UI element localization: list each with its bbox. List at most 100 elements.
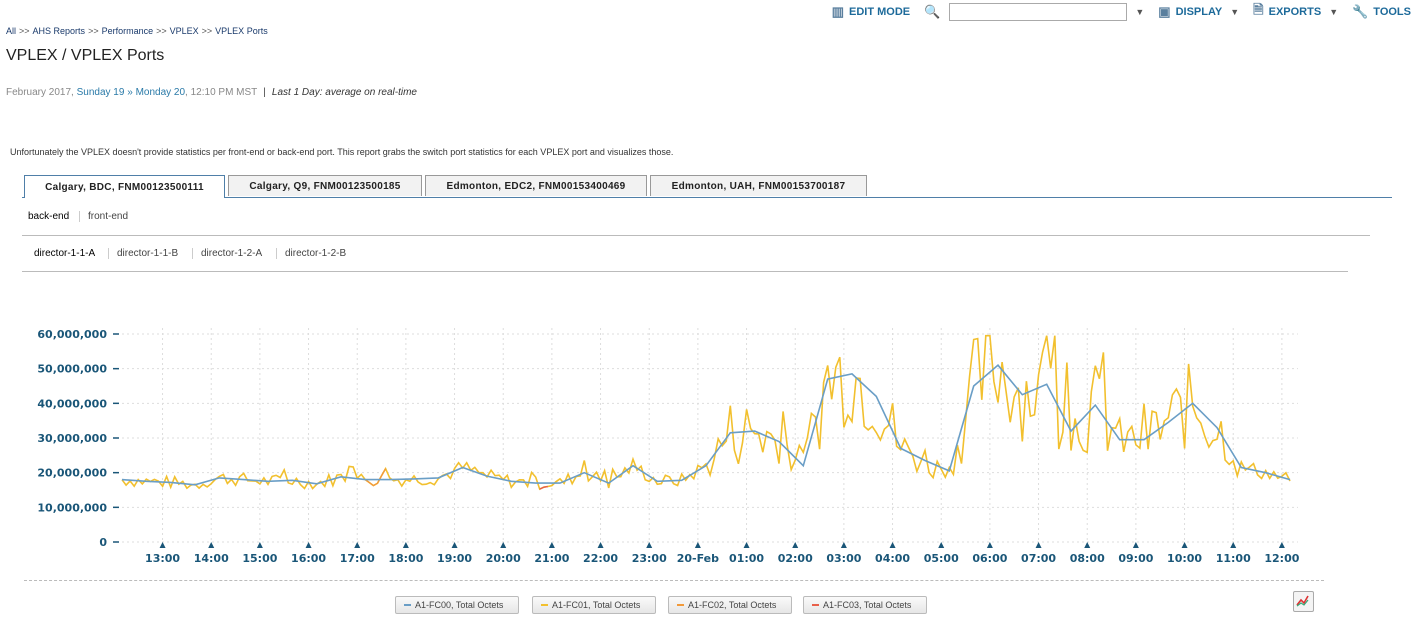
tab-edmonton-uah[interactable]: Edmonton, UAH, FNM00153700187 [650, 175, 867, 196]
date-to-link[interactable]: Monday 20 [135, 87, 186, 98]
x-tick [597, 542, 604, 548]
location-tabs: Calgary, BDC, FNM00123500111 Calgary, Q9… [22, 175, 1392, 198]
x-tick-label: 10:00 [1167, 552, 1202, 565]
y-tick-label: 50,000,000 [37, 363, 107, 376]
breadcrumb-item[interactable]: All [6, 26, 17, 36]
legend-label: A1-FC02, Total Octets [688, 600, 777, 610]
x-tick [305, 542, 312, 548]
chart-options-icon [1296, 595, 1309, 607]
x-tick-label: 01:00 [729, 552, 764, 565]
x-tick [402, 542, 409, 548]
x-tick-label: 09:00 [1118, 552, 1153, 565]
exports-menu[interactable]: 🗎 EXPORTS ▼ [1253, 1, 1338, 23]
y-axis: 0 10,000,000 20,000,000 30,000,000 40,000,00… [37, 328, 119, 549]
legend-swatch [812, 604, 819, 606]
x-tick [646, 542, 653, 548]
search-dropdown-caret[interactable]: ▼ [1135, 7, 1145, 17]
port-type-tabs: back-end front-end [22, 207, 1370, 236]
legend-item[interactable]: A1-FC03, Total Octets [803, 596, 927, 614]
series-line-a1-fc02 [364, 468, 387, 487]
x-tick-label: 20:00 [486, 552, 521, 565]
x-tick [500, 542, 507, 548]
x-axis: 13:00 14:00 15:00 16:00 17:00 18:00 19:00 20:00… [145, 542, 1300, 565]
x-tick-label: 20-Feb [677, 552, 719, 565]
edit-mode-button[interactable]: ▥ EDIT MODE [831, 4, 911, 19]
report-description: Unfortunately the VPLEX doesn't provide … [10, 147, 674, 157]
tab-edmonton-edc2[interactable]: Edmonton, EDC2, FNM00153400469 [425, 175, 647, 196]
legend-label: A1-FC03, Total Octets [823, 600, 912, 610]
breadcrumb-item[interactable]: VPLEX [169, 26, 199, 36]
chevron-down-icon: ▼ [1329, 7, 1339, 17]
wrench-icon: 🔧 [1352, 4, 1369, 19]
legend-label: A1-FC01, Total Octets [552, 600, 641, 610]
tab-back-end[interactable]: back-end [28, 211, 70, 222]
period-description[interactable]: Last 1 Day: average on real-time [271, 87, 417, 98]
x-tick [354, 542, 361, 548]
legend-swatch [541, 604, 548, 606]
y-tick-label: 60,000,000 [37, 328, 107, 341]
x-tick [1132, 542, 1139, 548]
tab-director-1-2-b[interactable]: director-1-2-B [276, 248, 354, 259]
search-box: 🔍 ▼ [924, 3, 1144, 21]
chart-options-button[interactable] [1293, 591, 1314, 612]
legend-swatch [677, 604, 684, 606]
search-icon: 🔍 [924, 4, 941, 19]
series-line-a1-fc03 [539, 485, 548, 490]
breadcrumb-separator: >> [19, 26, 30, 36]
legend-item[interactable]: A1-FC00, Total Octets [395, 596, 519, 614]
breadcrumb-separator: >> [156, 26, 167, 36]
x-tick [1278, 542, 1285, 548]
x-tick [1035, 542, 1042, 548]
x-tick [548, 542, 555, 548]
tools-menu[interactable]: 🔧 TOOLS [1352, 4, 1411, 19]
x-tick-label: 03:00 [826, 552, 861, 565]
search-input[interactable] [949, 3, 1128, 21]
tab-director-1-1-a[interactable]: director-1-1-A [34, 248, 96, 259]
legend-label: A1-FC00, Total Octets [415, 600, 504, 610]
toolbar: ▥ EDIT MODE 🔍 ▼ ▣ DISPLAY ▼ 🗎 EXPORTS ▼ … [818, 1, 1411, 23]
x-tick-label: 14:00 [194, 552, 229, 565]
x-tick [256, 542, 263, 548]
x-tick [159, 542, 166, 548]
x-tick [889, 542, 896, 548]
x-tick-label: 12:00 [1264, 552, 1299, 565]
tab-front-end[interactable]: front-end [79, 211, 136, 222]
breadcrumb-item[interactable]: Performance [101, 26, 154, 36]
x-tick [1181, 542, 1188, 548]
legend-item[interactable]: A1-FC01, Total Octets [532, 596, 656, 614]
x-tick [1084, 542, 1091, 548]
x-tick-label: 15:00 [242, 552, 277, 565]
display-menu[interactable]: ▣ DISPLAY ▼ [1158, 4, 1240, 19]
x-tick-label: 19:00 [437, 552, 472, 565]
breadcrumb-separator: >> [88, 26, 99, 36]
page-title: VPLEX / VPLEX Ports [6, 47, 165, 64]
x-tick [694, 542, 701, 548]
chevron-down-icon: ▼ [1230, 7, 1240, 17]
x-tick-label: 08:00 [1070, 552, 1105, 565]
y-tick-label: 30,000,000 [37, 432, 107, 445]
breadcrumb-item: VPLEX Ports [215, 26, 268, 36]
x-tick-label: 16:00 [291, 552, 326, 565]
x-tick-label: 02:00 [778, 552, 813, 565]
traffic-line-chart: 0 10,000,000 20,000,000 30,000,000 40,000,00… [37, 328, 1300, 565]
legend-swatch [404, 604, 411, 606]
chart-grid [122, 328, 1298, 543]
tab-director-1-1-b[interactable]: director-1-1-B [108, 248, 186, 259]
x-tick [208, 542, 215, 548]
date-range: February 2017, Sunday 19 » Monday 20, 12… [6, 87, 417, 98]
x-tick-label: 05:00 [924, 552, 959, 565]
chart-divider [24, 580, 1324, 581]
x-tick [1230, 542, 1237, 548]
x-tick-label: 07:00 [1021, 552, 1056, 565]
x-tick [743, 542, 750, 548]
breadcrumb-item[interactable]: AHS Reports [32, 26, 86, 36]
date-from-link[interactable]: Sunday 19 [76, 87, 125, 98]
breadcrumb-separator: >> [201, 26, 213, 36]
tab-calgary-q9[interactable]: Calgary, Q9, FNM00123500185 [228, 175, 422, 196]
tab-calgary-bdc[interactable]: Calgary, BDC, FNM00123500111 [24, 175, 225, 198]
monitor-icon: ▣ [1158, 4, 1171, 19]
legend-item[interactable]: A1-FC02, Total Octets [668, 596, 792, 614]
breadcrumb: All >> AHS Reports >> Performance >> VPLEX >> VP… [6, 26, 268, 36]
x-tick-label: 21:00 [534, 552, 569, 565]
tab-director-1-2-a[interactable]: director-1-2-A [192, 248, 270, 259]
